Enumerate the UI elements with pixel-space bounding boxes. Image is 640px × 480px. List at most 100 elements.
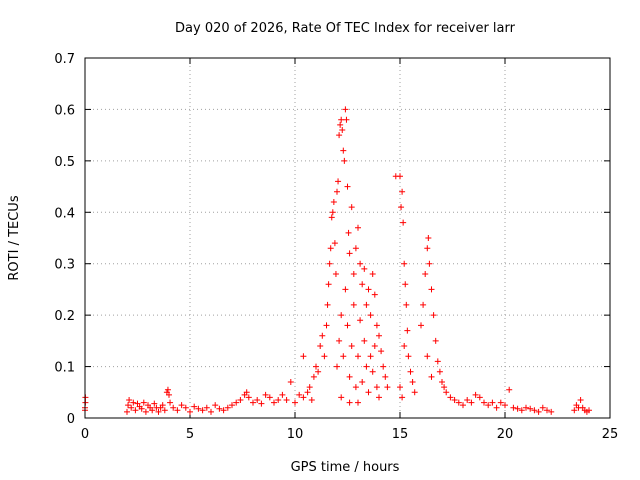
data-point bbox=[544, 407, 550, 414]
data-point bbox=[130, 399, 137, 406]
data-point bbox=[430, 312, 437, 319]
data-point bbox=[367, 353, 374, 360]
data-point bbox=[510, 404, 517, 411]
data-point bbox=[245, 394, 252, 401]
data-point bbox=[334, 188, 340, 195]
data-point bbox=[331, 240, 338, 247]
data-point bbox=[382, 373, 389, 380]
data-point bbox=[233, 399, 240, 406]
data-point bbox=[425, 235, 432, 241]
data-point bbox=[334, 363, 340, 370]
data-point bbox=[373, 322, 380, 329]
data-point bbox=[124, 408, 130, 415]
y-axis-label: ROTI / TECUs bbox=[7, 195, 22, 280]
data-point bbox=[464, 397, 471, 403]
data-point bbox=[355, 224, 361, 231]
data-point bbox=[424, 245, 431, 252]
data-point bbox=[350, 301, 357, 308]
data-point bbox=[187, 408, 193, 415]
data-point bbox=[128, 404, 135, 411]
y-tick-label: 0.4 bbox=[54, 206, 75, 221]
data-point bbox=[304, 389, 311, 396]
data-point bbox=[345, 229, 352, 236]
data-point bbox=[497, 399, 504, 406]
data-point bbox=[577, 397, 584, 403]
data-point bbox=[342, 106, 349, 113]
data-point bbox=[586, 407, 592, 414]
data-point bbox=[170, 404, 177, 411]
data-point bbox=[359, 281, 366, 288]
data-point bbox=[159, 402, 166, 409]
data-point bbox=[332, 271, 339, 277]
data-point bbox=[359, 379, 366, 385]
data-point bbox=[283, 397, 290, 403]
data-point bbox=[292, 399, 298, 406]
data-point bbox=[338, 394, 345, 401]
data-point bbox=[407, 368, 414, 375]
y-tick-label: 0.3 bbox=[54, 258, 75, 273]
data-point bbox=[352, 245, 359, 252]
data-point bbox=[220, 407, 227, 414]
data-point bbox=[338, 312, 345, 319]
x-tick-label: 0 bbox=[81, 427, 89, 442]
data-point bbox=[199, 407, 206, 414]
data-point bbox=[428, 373, 435, 380]
data-point bbox=[306, 384, 313, 391]
data-point bbox=[527, 405, 534, 412]
data-point bbox=[342, 286, 349, 293]
data-point bbox=[346, 373, 353, 380]
data-point bbox=[212, 402, 219, 409]
data-point bbox=[191, 403, 198, 410]
data-point bbox=[531, 407, 538, 414]
data-point bbox=[355, 399, 361, 406]
data-point bbox=[518, 407, 525, 414]
data-point bbox=[369, 271, 376, 277]
data-point bbox=[398, 204, 405, 211]
data-point bbox=[455, 399, 462, 406]
data-point bbox=[376, 332, 382, 339]
x-tick-label: 15 bbox=[392, 427, 409, 442]
y-tick-label: 0.7 bbox=[54, 52, 75, 67]
data-point bbox=[371, 291, 378, 298]
data-point bbox=[365, 286, 372, 293]
data-point bbox=[237, 397, 244, 403]
data-point bbox=[397, 173, 403, 180]
data-point bbox=[319, 332, 326, 339]
data-point bbox=[422, 271, 429, 277]
data-point bbox=[348, 204, 355, 211]
data-point bbox=[378, 348, 385, 355]
data-point bbox=[338, 116, 345, 123]
data-point bbox=[447, 394, 454, 401]
data-point bbox=[489, 399, 496, 406]
data-point bbox=[315, 368, 322, 375]
data-point bbox=[373, 384, 380, 391]
data-point bbox=[327, 245, 334, 252]
data-point bbox=[451, 397, 458, 403]
data-point bbox=[426, 260, 433, 267]
data-point bbox=[363, 301, 370, 308]
data-point bbox=[336, 337, 343, 344]
data-point bbox=[164, 386, 171, 393]
data-point bbox=[343, 116, 350, 123]
chart-title: Day 020 of 2026, Rate Of TEC Index for r… bbox=[175, 21, 516, 36]
x-tick-label: 25 bbox=[602, 427, 619, 442]
data-point bbox=[140, 399, 147, 406]
data-point bbox=[476, 394, 483, 401]
data-point bbox=[341, 157, 348, 164]
data-point bbox=[300, 394, 307, 401]
data-point bbox=[313, 363, 319, 370]
data-point bbox=[399, 394, 406, 401]
data-point bbox=[125, 402, 132, 409]
data-point bbox=[502, 402, 508, 409]
data-point bbox=[329, 209, 336, 216]
data-point bbox=[367, 312, 374, 319]
data-point bbox=[350, 271, 357, 277]
data-point bbox=[365, 389, 372, 396]
data-point bbox=[523, 404, 529, 411]
data-point bbox=[443, 389, 450, 396]
y-tick-label: 0.2 bbox=[54, 309, 75, 324]
data-point bbox=[321, 353, 328, 360]
data-point bbox=[514, 405, 521, 412]
data-point bbox=[428, 286, 435, 293]
data-point bbox=[229, 402, 235, 409]
